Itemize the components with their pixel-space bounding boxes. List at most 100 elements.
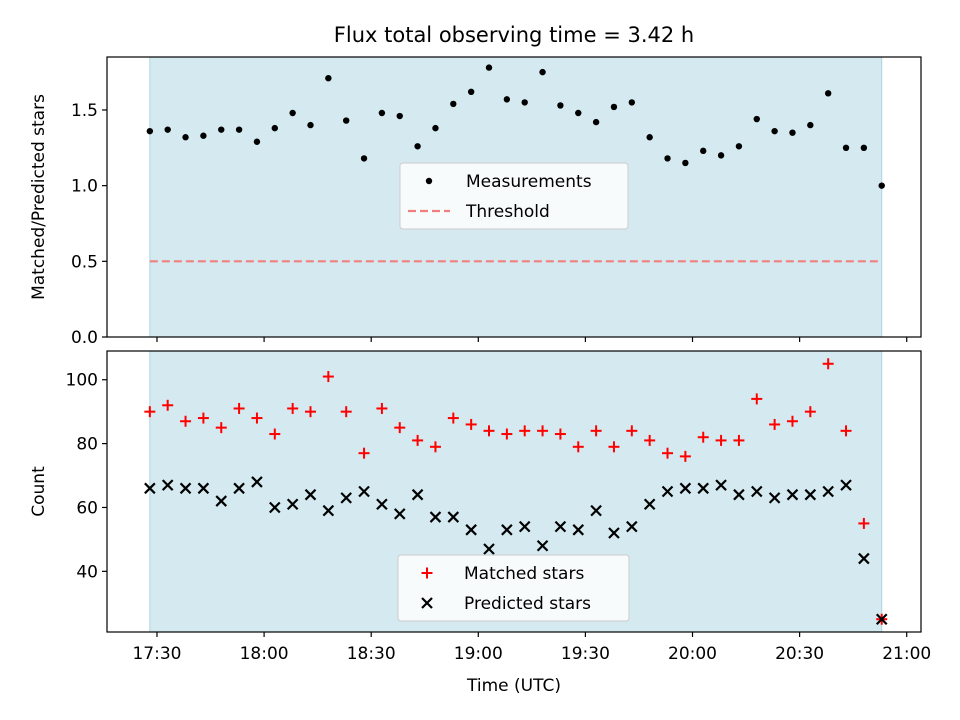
data-point: [269, 501, 281, 514]
data-point: [715, 479, 727, 491]
data-point: [161, 479, 174, 491]
data-point: [289, 109, 296, 117]
data-point: [644, 434, 656, 446]
data-point: [608, 527, 620, 539]
x-axis-label: Time (UTC): [466, 676, 561, 696]
data-point: [628, 99, 636, 106]
x-tick-label: 18:30: [347, 644, 396, 664]
data-point: [394, 422, 406, 434]
data-point: [218, 126, 225, 133]
data-point: [180, 415, 192, 427]
data-point: [465, 524, 477, 536]
data-point: [858, 517, 870, 529]
legend: Measurements Threshold: [399, 162, 629, 230]
data-point: [700, 147, 707, 155]
y-tick-label: 1.0: [71, 177, 98, 197]
y-axis-label: Count: [29, 466, 49, 517]
data-point: [447, 412, 459, 424]
chart-title: Flux total observing time = 3.42 h: [334, 23, 694, 47]
x-tick-label: 19:30: [561, 644, 610, 664]
data-point: [251, 412, 263, 424]
data-point: [432, 124, 439, 132]
data-point: [860, 144, 868, 152]
data-point: [396, 112, 403, 120]
data-point: [358, 447, 370, 459]
data-point: [200, 132, 207, 139]
legend-box: [397, 554, 630, 622]
data-point: [664, 155, 671, 162]
data-point: [786, 488, 799, 501]
y-tick-label: 0.0: [71, 328, 98, 348]
data-point: [840, 479, 852, 491]
data-point: [429, 441, 441, 453]
data-point: [608, 441, 620, 453]
data-point: [554, 428, 566, 440]
data-point: [233, 402, 245, 414]
data-point: [537, 425, 549, 437]
data-point: [503, 96, 511, 103]
data-point: [287, 402, 299, 414]
data-point: [753, 115, 760, 123]
data-point: [575, 109, 582, 117]
data-point: [572, 441, 584, 453]
data-point: [235, 126, 243, 133]
x-tick-label: 21:00: [882, 644, 931, 664]
data-point: [733, 434, 745, 446]
data-point: [483, 543, 495, 555]
data-point: [271, 124, 278, 132]
data-point: [360, 155, 368, 162]
data-point: [233, 482, 245, 495]
x-tick-label: 17:30: [132, 644, 181, 664]
data-point: [343, 117, 350, 124]
data-point: [146, 127, 154, 135]
data-point: [269, 428, 281, 440]
data-point: [554, 520, 567, 533]
data-point: [485, 64, 493, 71]
legend-marker-plus: [421, 567, 433, 579]
axes-frame: [106, 350, 922, 633]
data-point: [590, 504, 602, 517]
data-point: [875, 613, 888, 626]
data-point: [304, 488, 317, 501]
data-point: [807, 121, 814, 129]
data-point: [144, 406, 156, 418]
data-point: [322, 371, 334, 383]
data-point: [501, 428, 513, 440]
data-point: [735, 143, 743, 150]
data-point: [697, 482, 709, 495]
data-point: [483, 425, 495, 437]
data-point: [679, 450, 691, 462]
series-predicted-stars: [144, 476, 888, 626]
data-point: [626, 425, 638, 437]
data-point: [643, 498, 656, 511]
data-point: [610, 103, 618, 111]
data-point: [824, 90, 832, 97]
legend: Matched stars Predicted stars: [397, 554, 630, 622]
data-point: [197, 482, 210, 495]
data-point: [840, 425, 852, 437]
data-point: [144, 482, 156, 495]
y-tick-label: 100: [66, 371, 98, 391]
data-point: [450, 100, 457, 108]
data-point: [804, 406, 816, 418]
data-point: [521, 99, 528, 106]
data-point: [215, 422, 227, 434]
legend-label: Measurements: [466, 172, 592, 192]
data-point: [769, 418, 781, 430]
data-point: [429, 511, 442, 523]
data-point: [325, 74, 332, 82]
data-point: [501, 524, 513, 536]
y-tick-label: 60: [76, 498, 98, 518]
data-point: [751, 393, 763, 405]
data-point: [750, 485, 763, 498]
x-tick-label: 20:30: [775, 644, 824, 664]
data-point: [733, 488, 745, 501]
data-point: [340, 492, 352, 504]
data-point: [590, 425, 602, 437]
x-tick-label: 19:00: [454, 644, 503, 664]
y-axis-label: Matched/Predicted stars: [29, 94, 49, 300]
data-point: [592, 118, 600, 126]
legend-box: [399, 162, 629, 230]
data-point: [322, 504, 335, 517]
data-point: [307, 121, 314, 129]
